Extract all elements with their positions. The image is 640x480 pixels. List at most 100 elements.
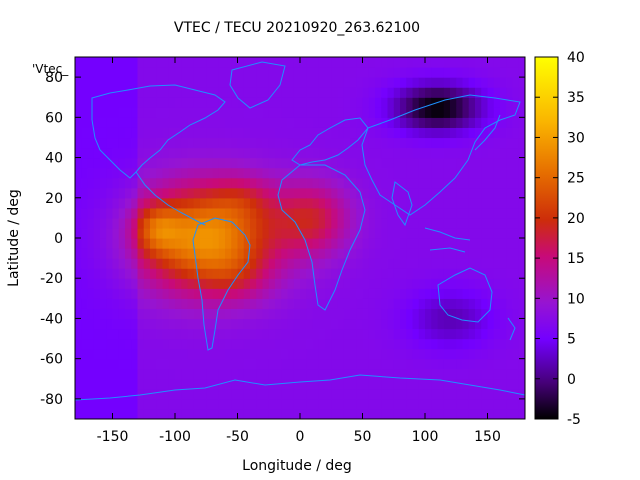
heatmap-cell — [362, 187, 370, 199]
heatmap-cell — [281, 388, 289, 400]
heatmap-cell — [356, 308, 364, 320]
heatmap-cell — [343, 177, 351, 189]
heatmap-cell — [493, 268, 501, 279]
heatmap-cell — [256, 248, 264, 259]
heatmap-cell — [356, 97, 364, 108]
heatmap-cell — [218, 187, 226, 199]
heatmap-cell — [406, 368, 414, 380]
heatmap-cell — [393, 248, 401, 259]
heatmap-cell — [237, 358, 245, 370]
heatmap-cell — [456, 147, 464, 159]
heatmap-cell — [75, 398, 82, 410]
heatmap-cell — [218, 197, 226, 209]
heatmap-cell — [150, 197, 157, 209]
heatmap-cell — [143, 197, 151, 209]
heatmap-cell — [200, 298, 207, 309]
heatmap-cell — [181, 308, 189, 320]
heatmap-cell — [462, 147, 470, 159]
heatmap-cell — [331, 328, 339, 340]
heatmap-cell — [250, 167, 257, 179]
heatmap-cell — [293, 328, 301, 340]
heatmap-cell — [350, 157, 357, 169]
heatmap-cell — [187, 117, 195, 128]
heatmap-cell — [275, 338, 282, 350]
heatmap-cell — [156, 187, 164, 199]
heatmap-cell — [150, 368, 157, 380]
heatmap-cell — [125, 117, 132, 128]
heatmap-cell — [306, 318, 314, 330]
heatmap-cell — [268, 217, 276, 229]
heatmap-cell — [400, 97, 407, 108]
heatmap-cell — [218, 408, 226, 419]
heatmap-cell — [150, 348, 157, 360]
coast-antarctica — [75, 374, 525, 401]
heatmap-cell — [137, 318, 145, 330]
heatmap-cell — [381, 278, 389, 289]
heatmap-cell — [262, 177, 270, 189]
heatmap-cell — [412, 398, 420, 410]
heatmap-cell — [362, 217, 370, 229]
heatmap-cell — [225, 368, 232, 380]
heatmap-cell — [93, 328, 101, 340]
heatmap-cell — [468, 137, 476, 149]
heatmap-cell — [250, 328, 257, 340]
heatmap-cell — [512, 268, 520, 279]
heatmap-cell — [287, 308, 295, 320]
heatmap-cell — [400, 167, 407, 179]
heatmap-cell — [118, 298, 126, 309]
heatmap-cell — [162, 187, 170, 199]
heatmap-cell — [193, 217, 201, 229]
heatmap-cell — [450, 248, 457, 259]
heatmap-cell — [375, 348, 382, 360]
heatmap-cell — [450, 67, 457, 78]
heatmap-cell — [250, 318, 257, 330]
heatmap-cell — [506, 408, 514, 419]
heatmap-cell — [400, 348, 407, 360]
heatmap-cell — [500, 197, 507, 209]
heatmap-cell — [400, 278, 407, 289]
heatmap-cell — [450, 87, 457, 98]
heatmap-cell — [406, 207, 414, 219]
heatmap-cell — [93, 308, 101, 320]
heatmap-cell — [125, 97, 132, 108]
heatmap-cell — [343, 57, 351, 68]
heatmap-cell — [181, 87, 189, 98]
heatmap-cell — [325, 67, 332, 78]
heatmap-cell — [100, 288, 107, 299]
heatmap-cell — [87, 77, 95, 88]
heatmap-cell — [350, 207, 357, 219]
heatmap-cell — [287, 238, 295, 249]
heatmap-cell — [187, 268, 195, 279]
heatmap-cell — [306, 207, 314, 219]
heatmap-cell — [475, 67, 482, 78]
heatmap-cell — [518, 87, 525, 98]
heatmap-cell — [106, 197, 114, 209]
heatmap-cell — [287, 298, 295, 309]
heatmap-cell — [462, 87, 470, 98]
heatmap-cell — [268, 318, 276, 330]
heatmap-cell — [212, 248, 220, 259]
heatmap-cell — [418, 207, 426, 219]
heatmap-cell — [431, 197, 439, 209]
heatmap-cell — [268, 207, 276, 219]
heatmap-cell — [181, 77, 189, 88]
heatmap-cell — [200, 378, 207, 390]
heatmap-cell — [331, 278, 339, 289]
heatmap-cell — [131, 97, 139, 108]
heatmap-cell — [112, 227, 120, 239]
heatmap-cell — [425, 358, 432, 370]
heatmap-cell — [125, 378, 132, 390]
heatmap-cell — [450, 378, 457, 390]
heatmap-cell — [343, 137, 351, 149]
heatmap-cell — [450, 368, 457, 380]
heatmap-cell — [156, 368, 164, 380]
heatmap-cell — [125, 157, 132, 169]
heatmap-cell — [393, 358, 401, 370]
heatmap-cell — [275, 127, 282, 139]
heatmap-cell — [275, 298, 282, 309]
heatmap-cell — [168, 398, 176, 410]
heatmap-cell — [481, 57, 489, 68]
heatmap-cell — [312, 227, 320, 239]
heatmap-cell — [256, 368, 264, 380]
heatmap-cell — [500, 278, 507, 289]
